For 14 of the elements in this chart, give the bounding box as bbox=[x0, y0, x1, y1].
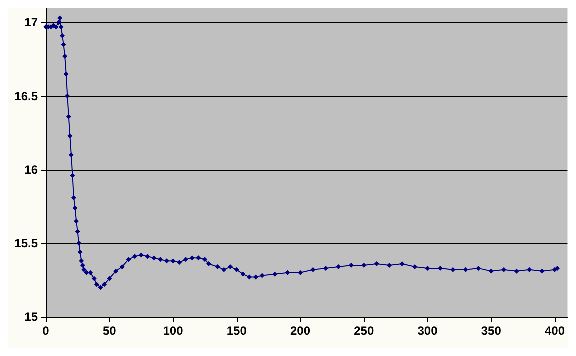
y-tick-label: 17 bbox=[24, 16, 38, 30]
x-tick-label: 50 bbox=[102, 324, 117, 338]
y-tick-label: 16.5 bbox=[14, 89, 38, 104]
y-tick-label: 16 bbox=[24, 162, 38, 177]
x-tick-label: 300 bbox=[418, 324, 438, 338]
x-tick-label: 150 bbox=[226, 324, 248, 338]
x-tick-label: 0 bbox=[42, 324, 50, 338]
x-tick-label: 250 bbox=[354, 324, 374, 338]
x-tick-label: 350 bbox=[481, 324, 502, 338]
y-tick-label: 15 bbox=[24, 310, 38, 324]
x-tick-label: 200 bbox=[290, 324, 311, 338]
y-tick-label: 15.5 bbox=[14, 236, 38, 250]
x-tick-label: 100 bbox=[163, 324, 184, 338]
x-tick-label: 400 bbox=[544, 324, 566, 338]
